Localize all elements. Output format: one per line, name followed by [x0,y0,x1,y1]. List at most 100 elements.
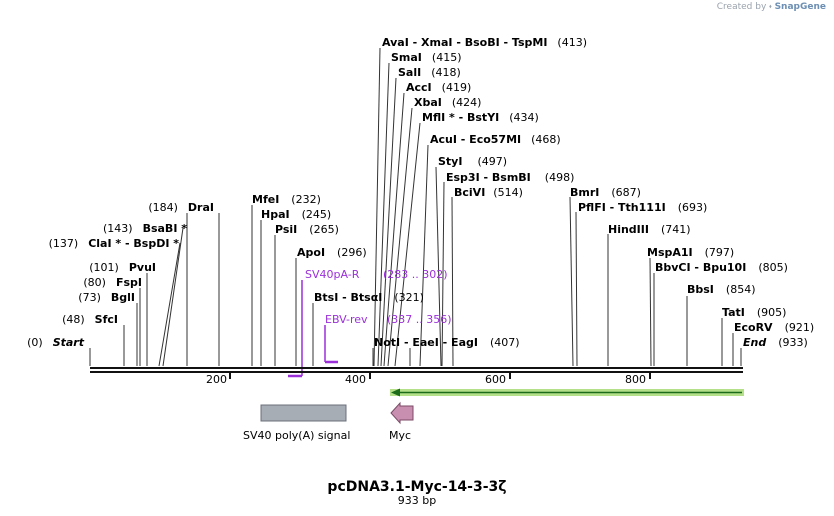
site-bts-group[interactable]: BtsI - BtsαI (321) [314,291,424,304]
site-hind-pos: (741) [661,223,691,236]
site-cla-group[interactable]: (137) ClaI * - BspDI * [49,237,180,250]
site-not-group-pos: (407) [490,336,520,349]
site-bbv-group-pos: (805) [758,261,788,274]
site-sty[interactable]: StyI (497) [438,155,507,168]
site-fsp[interactable]: (80) FspI [83,276,142,289]
site-xba-name: XbaI [414,96,442,109]
site-start-pos: (0) [27,336,43,349]
site-psi-name: PsiI [275,223,297,236]
site-bsab[interactable]: (143) BsaBI * [103,222,187,235]
tick-label-200: 200 [206,373,227,386]
site-ava-group[interactable]: AvaI - XmaI - BsoBI - TspMI (413) [382,36,587,49]
tick-label-800: 800 [625,373,646,386]
site-esp-group-names: Esp3I - BsmBI [446,171,531,184]
site-dra-name: DraI [188,201,214,214]
primer-ebv-rev[interactable]: EBV-rev (337 .. 356) [324,313,452,364]
site-apo-pos: (296) [337,246,367,259]
snapgene-logo-icon: ⬪ [769,2,772,12]
site-pfl-group-pos: (693) [678,201,708,214]
site-msp-pos: (797) [705,246,735,259]
orf-arrow[interactable] [390,388,744,397]
site-hind[interactable]: HindIII (741) [608,223,691,236]
site-acc-pos: (419) [442,81,472,94]
site-psi[interactable]: PsiI (265) [275,223,339,236]
site-tat-pos: (905) [757,306,787,319]
site-apo[interactable]: ApoI (296) [297,246,367,259]
site-bbv-group[interactable]: BbvCI - Bpu10I (805) [655,261,788,274]
site-bci-pos: (514) [493,186,523,199]
site-pvu[interactable]: (101) PvuI [89,261,156,274]
site-esp-group[interactable]: Esp3I - BsmBI (498) [446,171,574,184]
site-bbs[interactable]: BbsI (854) [687,283,756,296]
site-sal-name: SalI [398,66,421,79]
snapgene-credit: Created by ⬪ SnapGene [717,2,826,12]
site-bmr[interactable]: BmrI (687) [570,186,641,199]
site-xba[interactable]: XbaI (424) [414,96,481,109]
feature-myc[interactable]: Myc [389,401,414,442]
site-eco[interactable]: EcoRV (921) [734,321,814,334]
site-pvu-name: PvuI [129,261,156,274]
tick-label-400: 400 [345,373,366,386]
site-mfe[interactable]: MfeI (232) [252,193,321,206]
site-mfl-group[interactable]: MflI * - BstYI (434) [422,111,539,124]
site-tat[interactable]: TatI (905) [722,306,786,319]
plasmid-length: 933 bp [398,494,436,507]
site-labels: AvaI - XmaI - BsoBI - TspMI (413) SmaI (41… [27,36,814,349]
site-xba-pos: (424) [452,96,482,109]
site-bgl-name: BglI [111,291,135,304]
site-msp[interactable]: MspA1I (797) [647,246,734,259]
site-not-group-names: NotI - EaeI - EagI [374,336,478,349]
credit-brand: SnapGene [774,2,826,12]
site-ava-group-names: AvaI - XmaI - BsoBI - TspMI [382,36,547,49]
feature-sv40-polya-box [260,404,347,422]
primer-ebv-rev-name: EBV-rev [325,313,368,326]
site-hpa-name: HpaI [261,208,290,221]
primer-ebv-rev-range: (337 .. 356) [387,313,452,326]
site-bci[interactable]: BciVI (514) [454,186,523,199]
site-hpa[interactable]: HpaI (245) [261,208,331,221]
site-bci-name: BciVI [454,186,485,199]
site-bbv-group-names: BbvCI - Bpu10I [655,261,746,274]
site-end-pos: (933) [778,336,808,349]
site-bbs-name: BbsI [687,283,714,296]
site-start[interactable]: (0) Start [27,336,85,349]
site-sfc[interactable]: (48) SfcI [62,313,118,326]
site-bgl[interactable]: (73) BglI [78,291,135,304]
site-end[interactable]: End (933) [743,336,808,349]
site-bmr-name: BmrI [570,186,599,199]
site-sal-pos: (418) [431,66,461,79]
site-mfl-group-pos: (434) [509,111,539,124]
feature-sv40-polya-label: SV40 poly(A) signal [243,429,350,442]
site-not-group[interactable]: NotI - EaeI - EagI (407) [374,336,520,349]
site-bts-group-names: BtsI - BtsαI [314,291,382,304]
site-fsp-pos: (80) [83,276,106,289]
feature-sv40-polya[interactable]: SV40 poly(A) signal [243,404,350,442]
site-pfl-group[interactable]: PflFI - Tth111I (693) [578,201,707,214]
site-bsab-pos: (143) [103,222,133,235]
plasmid-title: pcDNA3.1-Myc-14-3-3ζ [327,479,506,495]
site-dra[interactable]: (184) DraI [148,201,214,214]
site-sma[interactable]: SmaI (415) [391,51,462,64]
axis-tick-labels: 200 400 600 800 [206,373,646,386]
site-acu-group[interactable]: AcuI - Eco57MI (468) [430,133,561,146]
feature-myc-label: Myc [389,429,411,442]
site-ava-group-pos: (413) [557,36,587,49]
site-hind-name: HindIII [608,223,649,236]
primer-sv40pa-r-range: (283 .. 302) [383,268,448,281]
site-sal[interactable]: SalI (418) [398,66,461,79]
site-bsab-name: BsaBI * [143,222,188,235]
site-end-name: End [743,336,766,349]
site-mfl-group-names: MflI * - BstYI [422,111,499,124]
primer-sv40pa-r[interactable]: SV40pA-R (283 .. 302) [288,268,448,378]
site-lines [89,47,742,367]
tick-label-600: 600 [485,373,506,386]
credit-prefix: Created by [716,2,767,12]
site-esp-group-pos: (498) [545,171,575,184]
site-acc[interactable]: AccI (419) [406,81,471,94]
site-cla-group-names: ClaI * - BspDI * [88,237,179,250]
site-eco-name: EcoRV [734,321,773,334]
site-bgl-pos: (73) [78,291,101,304]
site-mfe-pos: (232) [291,193,321,206]
site-sma-name: SmaI [391,51,422,64]
site-start-name: Start [53,336,85,349]
